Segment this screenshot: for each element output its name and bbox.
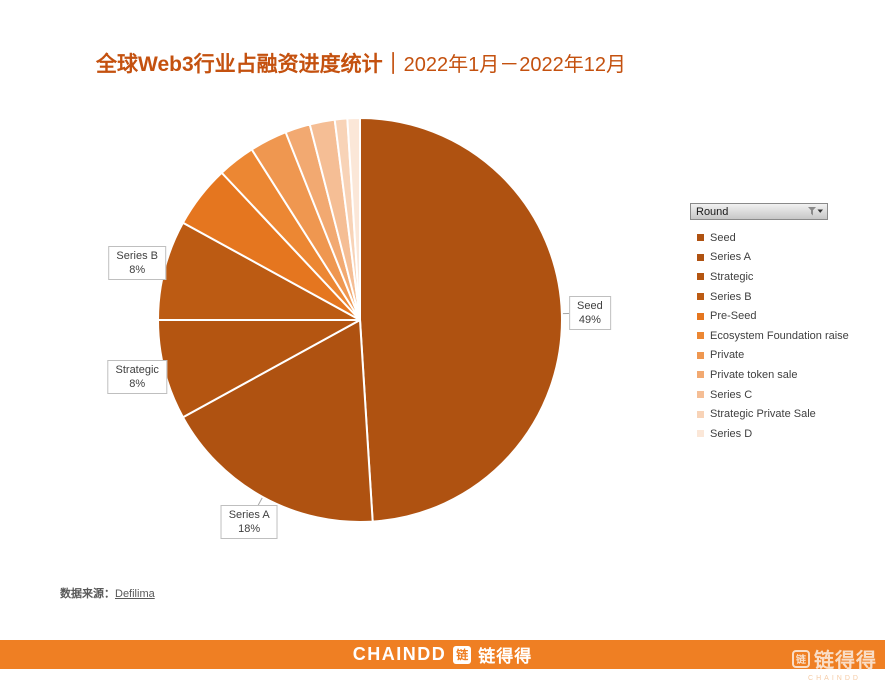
legend-swatch bbox=[697, 351, 704, 359]
legend-item-seed: Seed bbox=[690, 228, 850, 248]
watermark-brand-en: CHAINDD bbox=[808, 675, 861, 682]
legend-label: Strategic bbox=[710, 270, 754, 283]
pie-slice-series-a[interactable] bbox=[181, 319, 374, 523]
chaindd-logo-char: 链 bbox=[456, 648, 469, 662]
legend-label: Series B bbox=[710, 290, 752, 303]
watermark: 链 链得得 CHAINDD bbox=[792, 644, 877, 682]
pie-slice-series-d[interactable] bbox=[346, 117, 361, 321]
legend-swatch bbox=[697, 332, 704, 340]
legend-label: Seed bbox=[710, 231, 736, 244]
legend-item-series-d: Series D bbox=[690, 424, 850, 444]
legend-swatch bbox=[697, 312, 704, 320]
legend-label: Private token sale bbox=[710, 368, 798, 381]
title-period: 2022年1月－2022年12月 bbox=[403, 54, 626, 76]
watermark-row: 链 链得得 bbox=[792, 644, 877, 673]
legend-label: Series D bbox=[710, 427, 753, 440]
page-title: 全球Web3行业占融资进度统计｜2022年1月－2022年12月 bbox=[96, 48, 626, 78]
title-separator: ｜ bbox=[382, 53, 404, 76]
legend-label: Ecosystem Foundation raise bbox=[710, 329, 849, 342]
legend-label: Private bbox=[710, 349, 745, 362]
source-link[interactable]: Defilima bbox=[115, 588, 155, 600]
legend-swatch bbox=[697, 430, 704, 438]
title-main: 全球Web3行业占融资进度统计 bbox=[96, 53, 383, 76]
legend-item-series-b: Series B bbox=[690, 287, 850, 307]
filter-dropdown-icon bbox=[808, 207, 823, 216]
legend-swatch bbox=[697, 234, 704, 242]
watermark-logo-icon: 链 bbox=[792, 649, 810, 668]
legend-swatch bbox=[697, 293, 704, 301]
legend-item-strategic-private-sale: Strategic Private Sale bbox=[690, 404, 850, 424]
legend-label: Series A bbox=[710, 251, 751, 264]
legend-swatch bbox=[697, 391, 704, 399]
legend-item-series-c: Series C bbox=[690, 385, 850, 405]
legend-item-strategic: Strategic bbox=[690, 267, 850, 287]
legend-item-series-a: Series A bbox=[690, 248, 850, 268]
legend-field-label: Round bbox=[696, 205, 729, 218]
legend-field-button[interactable]: Round bbox=[690, 203, 828, 220]
callout-leader-line bbox=[150, 265, 164, 270]
legend-item-private-token-sale: Private token sale bbox=[690, 365, 850, 385]
legend-label: Strategic Private Sale bbox=[710, 408, 816, 421]
callout-leader-line bbox=[255, 497, 263, 510]
legend-label: Series C bbox=[710, 388, 753, 401]
legend-swatch bbox=[697, 410, 704, 418]
legend-swatch bbox=[697, 371, 704, 379]
footer-brand-bar: CHAINDD 链 链得得 bbox=[0, 640, 885, 669]
watermark-logo-char: 链 bbox=[796, 655, 806, 666]
footer-brand-cn: 链得得 bbox=[478, 647, 533, 666]
callout-leader-line bbox=[150, 370, 164, 375]
chaindd-logo-icon: 链 bbox=[453, 645, 472, 664]
legend-swatch bbox=[697, 273, 704, 281]
chart-legend: Round Seed Series A Strategic Series B Pre-S… bbox=[690, 203, 850, 444]
data-source-label: 数据来源： bbox=[60, 588, 115, 600]
data-source: 数据来源：Defilima bbox=[60, 585, 155, 601]
legend-swatch bbox=[697, 253, 704, 261]
legend-item-private: Private bbox=[690, 346, 850, 366]
legend-label: Pre-Seed bbox=[710, 310, 757, 323]
legend-item-pre-seed: Pre-Seed bbox=[690, 306, 850, 326]
legend-item-ecosystem-foundation-raise: Ecosystem Foundation raise bbox=[690, 326, 850, 346]
watermark-brand-cn: 链得得 bbox=[814, 650, 877, 672]
pie-slice-seed[interactable] bbox=[359, 117, 563, 523]
legend-items: Seed Series A Strategic Series B Pre-Seed Eco… bbox=[690, 228, 850, 444]
footer-brand-en: CHAINDD bbox=[352, 644, 447, 664]
